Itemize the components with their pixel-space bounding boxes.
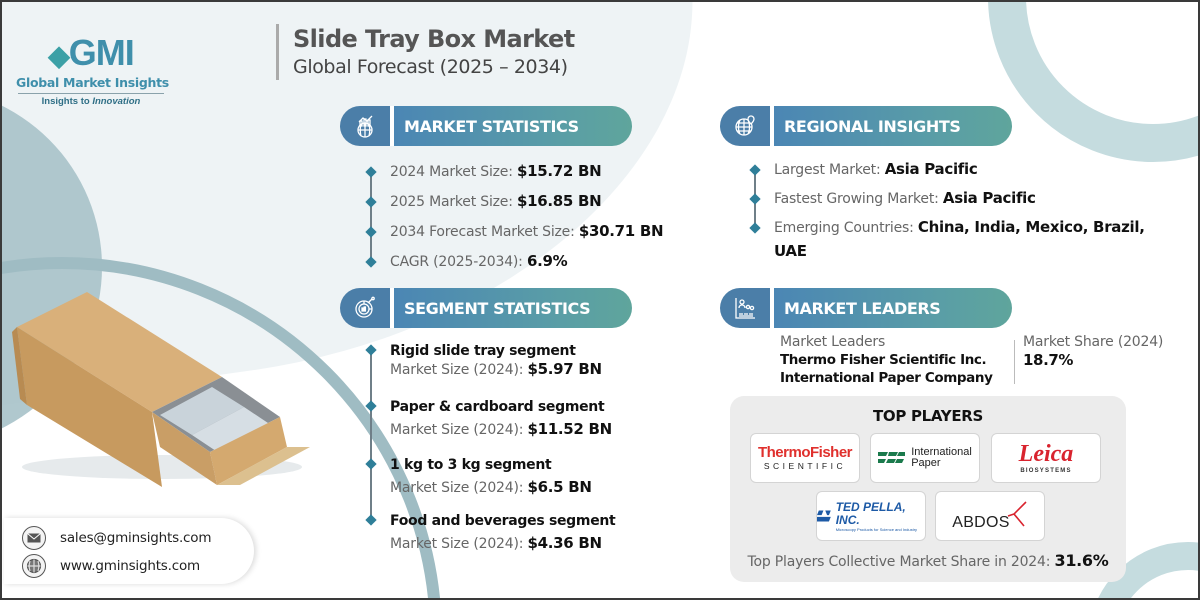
market-statistics-list: 2024 Market Size: $15.72 BN 2025 Market … (365, 162, 696, 282)
list-item: 2025 Market Size: $16.85 BN (365, 192, 696, 222)
contact-panel: sales@gminsights.com www.gminsights.com (4, 518, 254, 584)
contact-website[interactable]: www.gminsights.com (22, 554, 200, 578)
segment-statistics-list: Rigid slide tray segment Market Size (202… (365, 342, 696, 562)
page-subtitle: Global Forecast (2025 – 2034) (293, 56, 568, 78)
market-statistics-header: MARKET STATISTICS (340, 106, 632, 146)
title-block: Slide Tray Box Market Global Forecast (2… (276, 24, 575, 80)
international-paper-icon (878, 452, 906, 463)
logo-company-name: Global Market Insights (16, 75, 169, 90)
market-leaders-header: MARKET LEADERS (720, 288, 1012, 328)
logo-divider (18, 93, 164, 94)
diamond-icon: ◆ (48, 40, 70, 71)
list-item: 2034 Forecast Market Size: $30.71 BN (365, 222, 696, 252)
list-item: Food and beverages segment Market Size (2… (365, 512, 696, 562)
people-chart-icon (720, 288, 770, 328)
list-item: Largest Market: Asia Pacific (749, 160, 1190, 189)
top-players-panel: TOP PLAYERS ThermoFisher SCIENTIFIC Inte… (730, 396, 1126, 582)
list-item: Paper & cardboard segment Market Size (20… (365, 398, 696, 456)
segment-statistics-title: SEGMENT STATISTICS (394, 288, 632, 328)
contact-email[interactable]: sales@gminsights.com (22, 526, 211, 550)
list-item: Emerging Countries: China, India, Mexico… (749, 218, 1190, 242)
top-players-title: TOP PLAYERS (872, 407, 984, 425)
list-item: 1 kg to 3 kg segment Market Size (2024): … (365, 456, 696, 512)
top-players-footer: Top Players Collective Market Share in 2… (747, 551, 1109, 570)
logo-leica: Leica BIOSYSTEMS (991, 433, 1101, 483)
market-leaders-title: MARKET LEADERS (774, 288, 1012, 328)
globe-pin-icon (720, 106, 770, 146)
ted-pella-icon (817, 510, 831, 522)
website-link[interactable]: www.gminsights.com (60, 558, 200, 574)
divider (1014, 340, 1015, 384)
share-value: 18.7% (1023, 351, 1074, 369)
list-item: 2024 Market Size: $15.72 BN (365, 162, 696, 192)
logo-ted-pella: TED PELLA, INC. Microscopy Products for … (816, 491, 926, 541)
list-item: CAGR (2025-2034): 6.9% (365, 252, 696, 282)
email-link[interactable]: sales@gminsights.com (60, 530, 212, 546)
logo-international-paper: International Paper (870, 433, 980, 483)
logo-tagline: Insights to Innovation (41, 96, 141, 107)
leader-name: Thermo Fisher Scientific Inc. (780, 352, 987, 368)
market-leaders-block: Market Leaders Thermo Fisher Scientific … (780, 334, 1163, 387)
envelope-icon (22, 526, 46, 550)
list-item: Fastest Growing Market: Asia Pacific (749, 189, 1190, 218)
market-statistics-title: MARKET STATISTICS (394, 106, 632, 146)
gmi-logo: ◆GMI Global Market Insights Insights to … (16, 32, 169, 108)
globe-icon (22, 554, 46, 578)
logo-thermo-fisher: ThermoFisher SCIENTIFIC (750, 433, 860, 483)
list-item: Rigid slide tray segment Market Size (202… (365, 342, 696, 398)
pie-chart-icon (340, 288, 390, 328)
leaders-label: Market Leaders (780, 334, 886, 350)
leader-name: International Paper Company (780, 370, 993, 386)
regional-insights-header: REGIONAL INSIGHTS (720, 106, 1012, 146)
regional-insights-list: Largest Market: Asia Pacific Fastest Gro… (749, 160, 1190, 266)
chart-globe-icon (340, 106, 390, 146)
segment-statistics-header: SEGMENT STATISTICS (340, 288, 632, 328)
slide-tray-box-image (12, 292, 310, 487)
abdos-star-icon (1007, 501, 1027, 527)
page-title: Slide Tray Box Market (293, 25, 575, 53)
logo-mark: ◆GMI (48, 32, 135, 73)
share-label: Market Share (2024) (1023, 334, 1164, 350)
logo-abdos: ABDOS (935, 491, 1045, 541)
regional-insights-title: REGIONAL INSIGHTS (774, 106, 1012, 146)
